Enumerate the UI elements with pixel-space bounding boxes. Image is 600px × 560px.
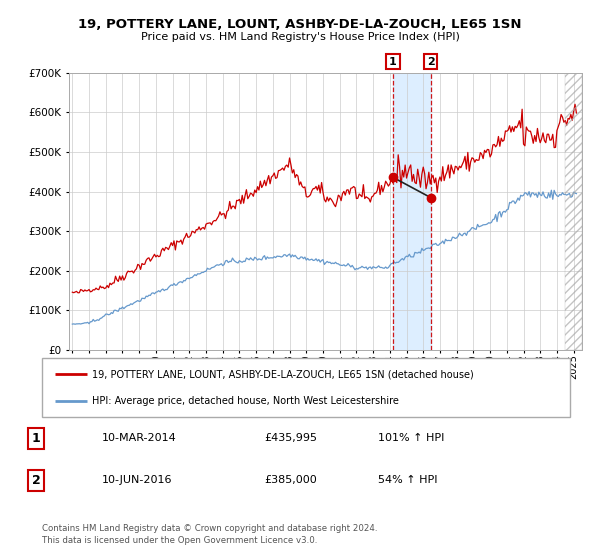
Text: £385,000: £385,000 bbox=[264, 475, 317, 486]
Text: 2: 2 bbox=[427, 57, 434, 67]
Text: 54% ↑ HPI: 54% ↑ HPI bbox=[378, 475, 437, 486]
Bar bbox=[393, 73, 431, 350]
Text: 10-MAR-2014: 10-MAR-2014 bbox=[102, 433, 177, 444]
Text: 10-JUN-2016: 10-JUN-2016 bbox=[102, 475, 173, 486]
Text: Price paid vs. HM Land Registry's House Price Index (HPI): Price paid vs. HM Land Registry's House … bbox=[140, 32, 460, 43]
Text: Contains HM Land Registry data © Crown copyright and database right 2024.
This d: Contains HM Land Registry data © Crown c… bbox=[42, 524, 377, 545]
Text: 19, POTTERY LANE, LOUNT, ASHBY-DE-LA-ZOUCH, LE65 1SN (detached house): 19, POTTERY LANE, LOUNT, ASHBY-DE-LA-ZOU… bbox=[92, 369, 474, 379]
Text: HPI: Average price, detached house, North West Leicestershire: HPI: Average price, detached house, Nort… bbox=[92, 396, 399, 407]
Text: 101% ↑ HPI: 101% ↑ HPI bbox=[378, 433, 445, 444]
Text: 1: 1 bbox=[389, 57, 397, 67]
Text: £435,995: £435,995 bbox=[264, 433, 317, 444]
Text: 1: 1 bbox=[32, 432, 40, 445]
Text: 2: 2 bbox=[32, 474, 40, 487]
Text: 19, POTTERY LANE, LOUNT, ASHBY-DE-LA-ZOUCH, LE65 1SN: 19, POTTERY LANE, LOUNT, ASHBY-DE-LA-ZOU… bbox=[78, 18, 522, 31]
